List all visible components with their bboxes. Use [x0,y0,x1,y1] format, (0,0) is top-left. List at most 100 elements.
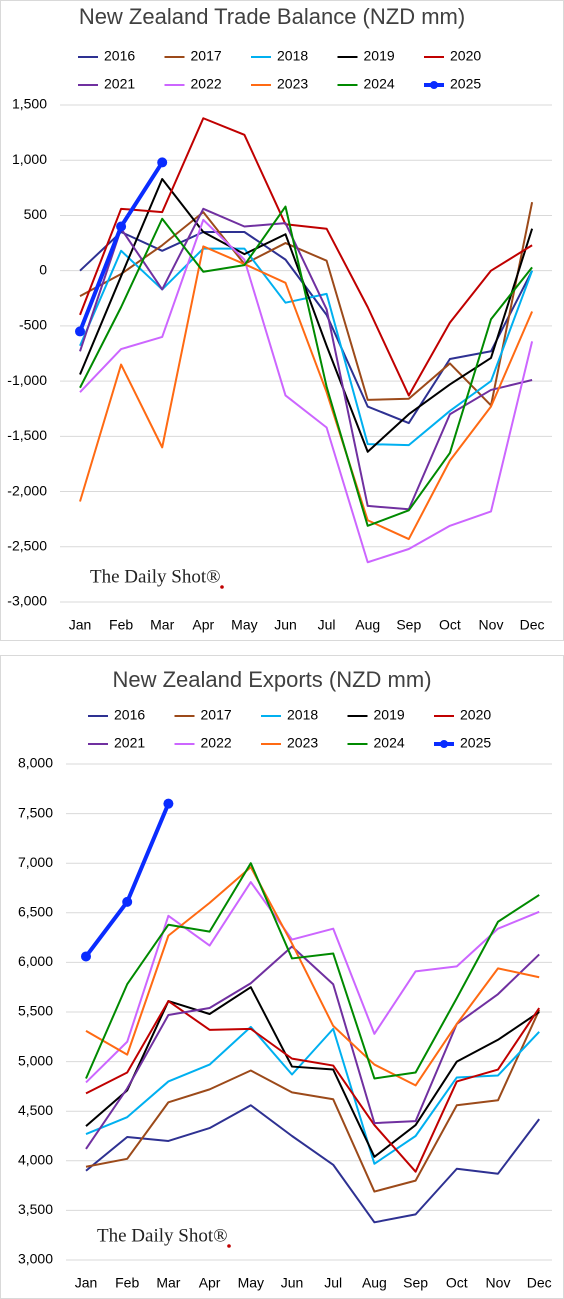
y-tick-label: 3,500 [18,1201,53,1217]
legend-label: 2023 [287,735,318,751]
legend-label: 2018 [277,48,308,64]
legend-label: 2024 [374,735,405,751]
watermark: The Daily Shot® [90,566,221,587]
x-tick-label: Mar [156,1275,180,1291]
y-tick-label: 7,500 [18,804,53,820]
watermark-dot [220,585,224,589]
series-marker [75,326,85,337]
y-tick-label: -1,500 [7,427,47,443]
legend-label: 2018 [287,707,318,723]
y-tick-label: 6,000 [18,953,53,969]
x-tick-label: Sep [403,1275,428,1291]
x-tick-label: Mar [150,617,174,633]
y-tick-label: 4,000 [18,1152,53,1168]
legend-label: 2020 [450,48,481,64]
series-line [79,218,534,564]
series-line [85,881,540,1084]
x-tick-label: Jun [281,1275,304,1291]
y-tick-label: -2,000 [7,482,47,498]
y-tick-label: 0 [39,261,47,277]
legend-marker [440,740,448,748]
series-line [85,1009,541,1193]
series-marker [157,157,168,168]
legend-label: 2016 [114,707,145,723]
series-line [85,1000,541,1173]
x-tick-label: Apr [199,1275,221,1291]
x-tick-label: Sep [396,617,421,633]
x-tick-label: Oct [446,1275,468,1291]
x-tick-label: Aug [355,617,380,633]
legend-label: 2020 [460,707,491,723]
series-line [79,205,533,527]
series-marker [163,798,174,809]
x-tick-label: Dec [527,1275,552,1291]
series-line [79,201,534,407]
x-tick-label: Aug [362,1275,387,1291]
series-marker [122,896,133,907]
legend-label: 2017 [191,48,222,64]
x-tick-label: May [238,1275,264,1291]
y-tick-label: 5,500 [18,1003,53,1019]
series-line [85,866,540,1087]
x-tick-label: Jul [324,1275,342,1291]
series-line [85,862,540,1080]
x-tick-label: Nov [486,1275,511,1291]
legend-label: 2021 [114,735,145,751]
series-line [79,231,533,425]
watermark-dot [227,1244,231,1248]
y-tick-label: -1,000 [7,372,47,388]
legend-label: 2019 [374,707,405,723]
y-tick-label: -2,500 [7,537,47,553]
legend-label: 2016 [104,48,135,64]
legend-label: 2021 [104,76,135,92]
x-tick-label: Apr [192,617,214,633]
x-tick-label: Jun [274,617,297,633]
legend-label: 2022 [191,76,222,92]
y-tick-label: 3,000 [18,1251,53,1267]
y-tick-label: 5,000 [18,1052,53,1068]
legend-label: 2019 [364,48,395,64]
y-tick-label: 500 [24,206,48,222]
chart-title: New Zealand Exports (NZD mm) [112,667,431,692]
y-tick-label: 7,000 [18,854,53,870]
legend-label: 2024 [364,76,395,92]
series-marker [81,951,91,962]
y-tick-label: -500 [19,317,47,333]
y-tick-label: 6,500 [18,904,53,920]
x-tick-label: Feb [109,617,133,633]
series-line [85,1025,540,1165]
x-tick-label: May [231,617,257,633]
x-tick-label: Jan [75,1275,98,1291]
series-line [85,1104,540,1224]
y-tick-label: 1,500 [12,96,47,112]
series-line [84,802,171,958]
x-tick-label: Nov [479,617,504,633]
legend-marker [430,81,438,89]
y-tick-label: -3,000 [7,593,47,609]
series-line [85,945,540,1150]
series-line [79,245,534,541]
x-tick-label: Dec [520,617,545,633]
x-tick-label: Oct [439,617,461,633]
series-marker [116,221,127,232]
y-tick-label: 1,000 [12,151,47,167]
x-tick-label: Feb [115,1275,139,1291]
legend-label: 2017 [201,707,232,723]
series-line [79,117,533,397]
chart-title: New Zealand Trade Balance (NZD mm) [79,4,465,29]
series-line [85,986,540,1158]
legend-label: 2025 [450,76,481,92]
series-line [79,177,534,453]
y-tick-label: 8,000 [18,755,53,771]
series-line [79,247,534,447]
series-line [79,207,533,511]
x-tick-label: Jan [69,617,92,633]
legend-label: 2025 [460,735,491,751]
watermark: The Daily Shot® [97,1225,228,1246]
legend-label: 2023 [277,76,308,92]
chart-border [0,655,564,1299]
y-tick-label: 4,500 [18,1102,53,1118]
legend-label: 2022 [201,735,232,751]
x-tick-label: Jul [318,617,336,633]
